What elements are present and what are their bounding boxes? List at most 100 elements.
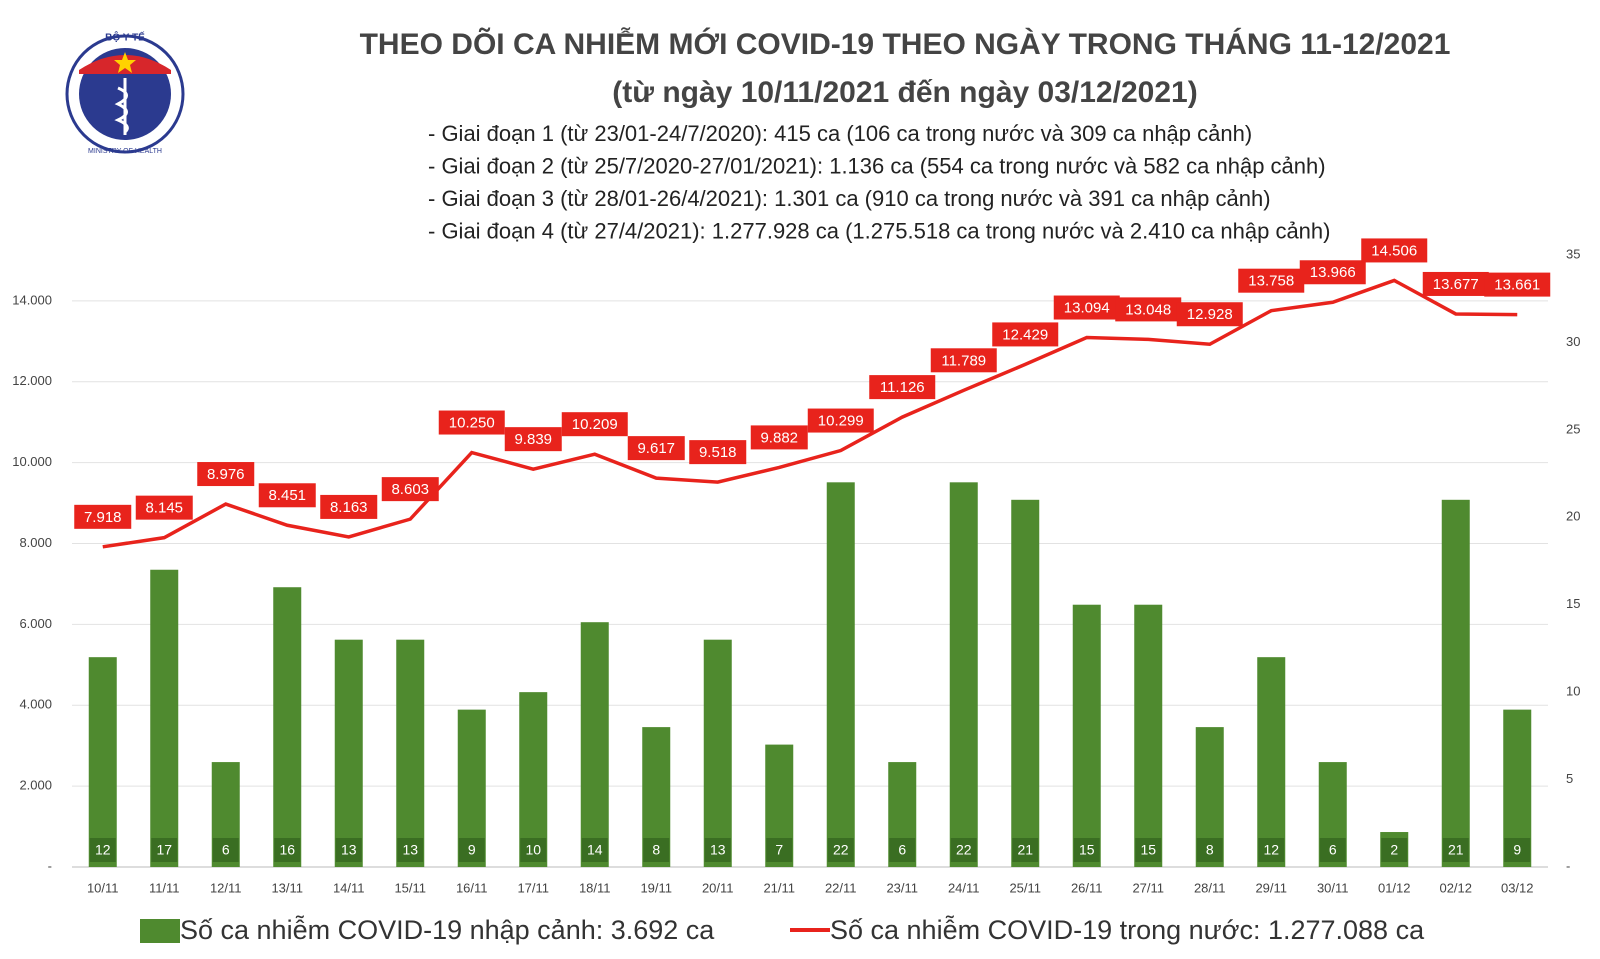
bar-label-bg [151,838,178,862]
bar [826,482,855,867]
line-label: 7.918 [84,509,122,526]
bar-label: 6 [898,842,906,858]
line-label-bg [869,375,936,400]
x-tick-label: 29/11 [1255,880,1287,895]
line-label-bg [438,410,505,435]
line-label-bg [992,322,1059,347]
line-label: 8.145 [145,500,183,517]
line [102,278,1518,549]
y2-tick-label: 35 [1566,246,1580,261]
line-label-bg [135,495,193,520]
line-label: 10.250 [449,414,495,431]
bar-label: 9 [468,842,476,858]
line-label: 9.882 [760,429,798,446]
bar-label-bg [1258,838,1285,862]
line-label: 8.976 [207,466,245,483]
note: - Giai đoạn 1 (từ 23/01-24/7/2020): 415 … [428,121,1252,146]
line-label: 9.839 [514,431,552,448]
chart-subtitle: (từ ngày 10/11/2021 đến ngày 03/12/2021) [612,76,1197,109]
bar-label-bg [1012,838,1039,862]
bar-label-bg [950,838,977,862]
bar-label-bg [1135,838,1162,862]
bar-label: 2 [1390,842,1398,858]
line-label-bg [930,348,997,373]
x-tick-label: 13/11 [271,880,303,895]
bar-label-bg [766,838,793,862]
line-label-bg [1299,260,1366,285]
x-tick-label: 02/12 [1439,880,1472,895]
line-label: 10.299 [818,413,864,430]
bar-label-bg [1319,838,1346,862]
y2-tick-label: 20 [1566,509,1580,524]
bar [273,587,302,867]
x-tick-label: 21/11 [763,880,795,895]
bar-label: 15 [1140,842,1156,858]
line-label-bg [1176,302,1243,327]
bar-label-bg [397,838,424,862]
bar-label: 13 [341,842,357,858]
y-tick-label: - [48,858,52,873]
note: - Giai đoạn 4 (từ 27/4/2021): 1.277.928 … [428,218,1330,243]
line-label-bg [627,436,685,461]
line-label: 11.789 [941,352,986,369]
bar-label: 12 [1263,842,1279,858]
line-label: 13.661 [1494,277,1540,294]
line-label-bg [197,462,255,487]
line-label: 9.518 [699,444,737,461]
note: - Giai đoạn 2 (từ 25/7/2020-27/01/2021):… [428,153,1326,178]
logo-snake [114,86,129,134]
bar-label-bg [1196,838,1223,862]
bar-label: 21 [1448,842,1464,858]
bar-label: 22 [956,842,972,858]
line-label-bg [1238,268,1305,293]
line-label-bg [1484,272,1551,297]
bar-label: 21 [1017,842,1033,858]
x-tick-label: 19/11 [640,880,672,895]
bar [703,639,732,867]
line-label: 14.506 [1371,242,1417,259]
bar-label-bg [1442,838,1469,862]
x-tick-label: 26/11 [1071,880,1103,895]
x-tick-label: 16/11 [456,880,488,895]
bar [580,622,609,867]
bar [1257,657,1286,867]
bar-label-bg [581,838,608,862]
line-label: 12.928 [1187,306,1233,323]
x-tick-label: 30/11 [1317,880,1349,895]
x-tick-label: 03/12 [1501,880,1534,895]
y-tick-label: 2.000 [19,778,52,793]
bar-label-bg [274,838,301,862]
line-label-bg [807,408,874,433]
x-tick-label: 10/11 [87,880,119,895]
x-tick-label: 17/11 [517,880,549,895]
bar [1441,499,1470,867]
line-label: 8.451 [268,487,306,504]
bar [1134,604,1163,867]
bar-label-bg [643,838,670,862]
x-tick-label: 12/11 [210,880,242,895]
bar-label: 14 [587,842,603,858]
bar-label-bg [1073,838,1100,862]
line-label: 12.429 [1002,326,1048,343]
bar-label-bg [704,838,731,862]
line-label-bg [74,504,132,529]
x-tick-label: 28/11 [1194,880,1226,895]
line-label: 13.094 [1064,299,1110,316]
bar-label: 17 [156,842,172,858]
x-tick-label: 24/11 [948,880,980,895]
line-label-bg [1422,271,1489,296]
bar-label: 13 [710,842,726,858]
bar-label: 15 [1079,842,1095,858]
y-tick-label: 8.000 [19,535,52,550]
bar [334,639,363,867]
x-tick-label: 11/11 [149,880,180,895]
bar [519,692,548,867]
line-label-bg [1053,295,1120,320]
legend-label: Số ca nhiễm COVID-19 trong nước: 1.277.0… [830,914,1425,945]
line-label-bg [320,494,378,519]
bar [1011,499,1040,867]
logo: BỘ Y TẾ MINISTRY OF HEALTH [65,31,185,155]
bar-label: 6 [1329,842,1337,858]
logo-top: BỘ Y TẾ [105,31,145,44]
x-tick-label: 01/12 [1378,880,1411,895]
